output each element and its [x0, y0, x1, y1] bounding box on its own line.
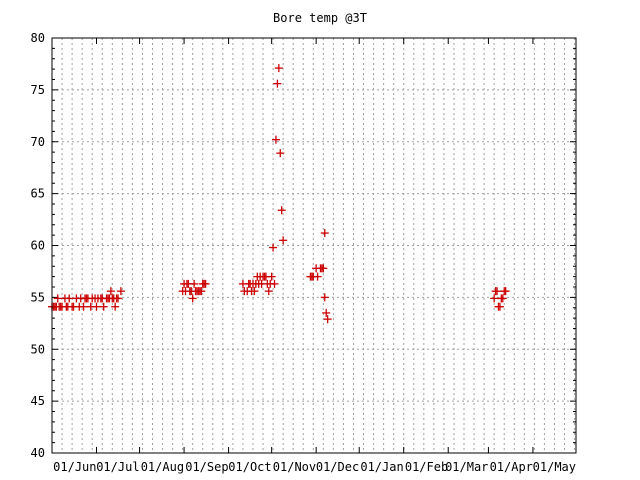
- plot-frame: [51, 37, 577, 454]
- data-point: [53, 294, 62, 303]
- data-point: [250, 287, 259, 296]
- data-point: [323, 315, 332, 324]
- x-tick-label: 01/Oct: [228, 460, 271, 474]
- data-point: [92, 302, 101, 311]
- data-point: [111, 302, 120, 311]
- data-point: [197, 287, 206, 296]
- data-point: [106, 287, 115, 296]
- x-tick-label: 01/Mar: [445, 460, 488, 474]
- y-tick-label: 45: [31, 394, 45, 408]
- data-point: [190, 279, 199, 288]
- data-point: [273, 79, 282, 88]
- data-point: [188, 294, 197, 303]
- data-point: [267, 272, 276, 281]
- data-point: [495, 302, 504, 311]
- data-point: [264, 287, 273, 296]
- data-point: [320, 229, 329, 238]
- x-tick-label: 01/Jul: [96, 460, 139, 474]
- x-tick-label: 01/Apr: [490, 460, 533, 474]
- data-point: [79, 302, 88, 311]
- x-tick-label: 01/Feb: [405, 460, 448, 474]
- y-tick-label: 40: [31, 446, 45, 460]
- data-point: [501, 287, 510, 296]
- data-point: [320, 293, 329, 302]
- x-tick-label: 01/Dec: [316, 460, 359, 474]
- chart-title: Bore temp @3T: [273, 11, 367, 25]
- data-point: [277, 206, 286, 215]
- grid: [52, 38, 576, 453]
- x-tick-label: 01/May: [533, 460, 576, 474]
- data-point: [322, 308, 331, 317]
- data-point: [490, 294, 499, 303]
- data-point: [114, 294, 123, 303]
- x-tick-label: 01/Jun: [53, 460, 96, 474]
- data-point: [65, 294, 74, 303]
- data-point: [493, 287, 502, 296]
- data-points: [48, 64, 510, 324]
- y-tick-label: 75: [31, 83, 45, 97]
- data-point: [319, 264, 328, 273]
- y-tick-label: 65: [31, 187, 45, 201]
- y-tick-label: 70: [31, 135, 45, 149]
- data-point: [269, 243, 278, 252]
- axes: 40 45 50 55 60 65 70 75 80 01/Jun 01/Jul 01/Aug 01/S…: [31, 31, 577, 474]
- data-point: [271, 135, 280, 144]
- y-tick-label: 80: [31, 31, 45, 45]
- data-point: [201, 279, 210, 288]
- data-point: [274, 64, 283, 73]
- y-tick-label: 50: [31, 342, 45, 356]
- data-point: [276, 149, 285, 158]
- data-point: [99, 302, 108, 311]
- data-point: [279, 236, 288, 245]
- y-tick-label: 55: [31, 290, 45, 304]
- x-tick-label: 01/Jan: [360, 460, 403, 474]
- data-point: [498, 294, 507, 303]
- data-point: [116, 287, 125, 296]
- x-tick-label: 01/Aug: [141, 460, 184, 474]
- data-point: [270, 279, 279, 288]
- x-tick-label: 01/Nov: [273, 460, 316, 474]
- x-tick-label: 01/Sep: [185, 460, 228, 474]
- data-point: [313, 272, 322, 281]
- y-tick-label: 60: [31, 239, 45, 253]
